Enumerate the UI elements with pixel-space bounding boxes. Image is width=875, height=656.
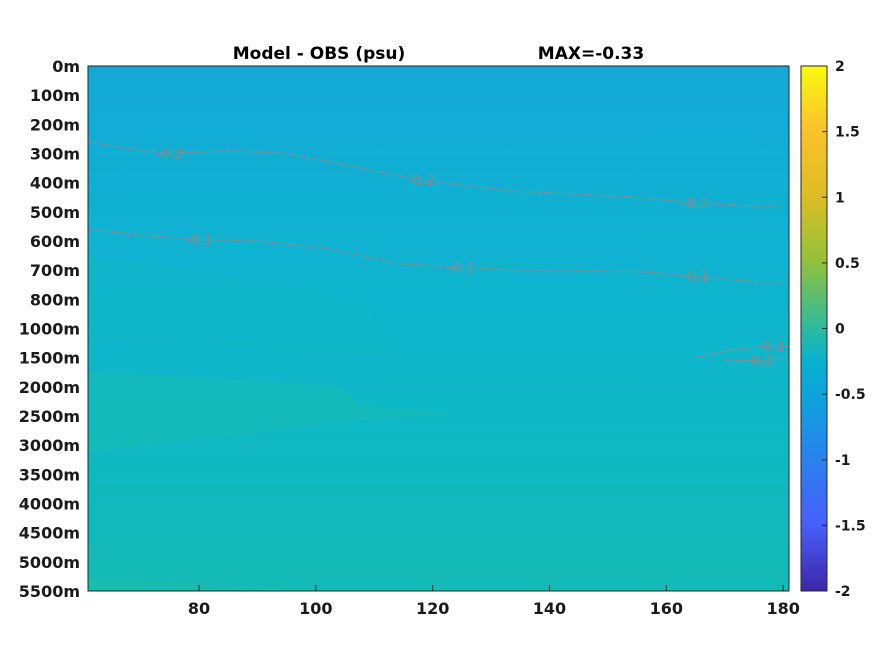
colorbar-tick-label: 1.5: [835, 125, 860, 141]
y-tick-label: 100m: [30, 86, 80, 105]
y-tick-label: 500m: [30, 203, 80, 222]
y-tick-label: 3000m: [19, 436, 80, 455]
colorbar-tick-label: 0.5: [835, 256, 860, 272]
contour-line: [87, 228, 784, 283]
max-annotation: MAX=-0.33: [538, 44, 644, 64]
contour-label: -0.1: [185, 233, 212, 249]
plot-frame: [87, 65, 790, 592]
x-tick-label: 100: [299, 599, 332, 618]
y-tick-label: 700m: [30, 261, 80, 280]
y-tick-label: 0m: [52, 57, 80, 76]
contour-label: -0.2: [156, 147, 183, 163]
chart-title: Model - OBS (psu): [233, 44, 406, 64]
contour-label: -0.1: [448, 260, 475, 276]
y-tick-label: 1500m: [19, 349, 80, 368]
x-tick-label: 120: [416, 599, 449, 618]
contour-label: -0.2: [746, 354, 773, 370]
contour-label: -0.1: [758, 339, 785, 355]
y-tick-label: 4000m: [19, 495, 80, 514]
y-tick-label: 800m: [30, 290, 80, 309]
contour-label: -0.2: [407, 173, 434, 189]
y-tick-label: 600m: [30, 232, 80, 251]
x-tick-label: 160: [650, 599, 683, 618]
y-axis: 0m 100m 200m 300m 400m 500m 600m 700m 800m 1000m 1…: [19, 57, 80, 601]
colorbar-tick-label: -2: [835, 584, 851, 600]
y-tick-label: 3500m: [19, 465, 80, 484]
y-tick-label: 2500m: [19, 407, 80, 426]
x-tick-label: 180: [766, 599, 799, 618]
contour-label: -0.2: [682, 196, 709, 212]
colorbar-tick-label: -1.5: [835, 518, 866, 534]
y-tick-label: 2000m: [19, 378, 80, 397]
colorbar-tick-label: -1: [835, 453, 851, 469]
colorbar-tick-label: 1: [835, 190, 845, 206]
y-tick-label: 5500m: [19, 582, 80, 601]
field-band-bottom: [88, 578, 300, 591]
y-tick-label: 5000m: [19, 553, 80, 572]
y-tick-label: 400m: [30, 174, 80, 193]
colorbar-axis: 2 1.5 1 0.5 0 -0.5 -1 -1.5 -2: [822, 59, 866, 600]
colorbar-tick-label: 0: [835, 322, 845, 338]
y-tick-label: 200m: [30, 115, 80, 134]
x-axis: 80 100 120 140 160 180: [188, 585, 800, 618]
contour-line: [724, 358, 790, 362]
y-tick-label: 300m: [30, 145, 80, 164]
field-band-deep: [88, 372, 455, 452]
field-band-shelf: [88, 255, 400, 360]
plot-area: -0.2-0.2-0.2-0.1-0.1-0.1-0.1-0.2: [87, 66, 790, 591]
x-tick-label: 140: [533, 599, 566, 618]
y-tick-label: 1000m: [19, 320, 80, 339]
contour-line: [695, 345, 789, 359]
colorbar-tick-label: 2: [835, 59, 845, 75]
x-tick-label: 80: [188, 599, 210, 618]
y-tick-label: 4500m: [19, 524, 80, 543]
colorbar-tick-label: -0.5: [835, 387, 866, 403]
contour-label: -0.1: [682, 269, 709, 285]
contour-line: [87, 141, 784, 207]
